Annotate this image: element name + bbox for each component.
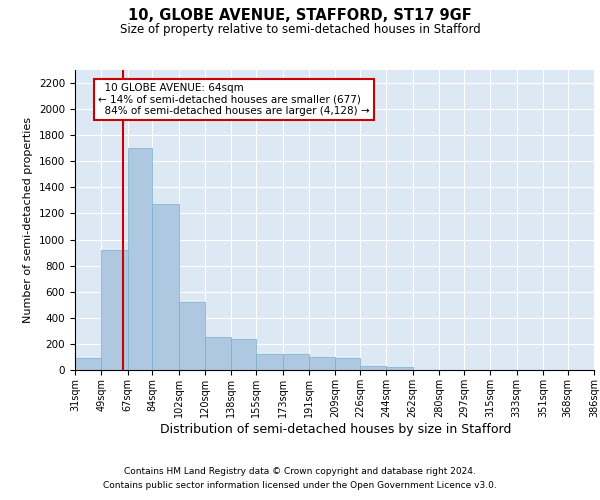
Bar — [232, 338, 256, 370]
Bar — [179, 302, 205, 370]
Bar — [152, 204, 179, 370]
Bar — [335, 358, 360, 370]
Bar — [101, 250, 128, 370]
Bar — [205, 338, 232, 370]
Bar — [283, 354, 309, 370]
Text: 10 GLOBE AVENUE: 64sqm
← 14% of semi-detached houses are smaller (677)
  84% of : 10 GLOBE AVENUE: 64sqm ← 14% of semi-det… — [98, 83, 370, 116]
Bar — [386, 366, 413, 370]
Bar — [128, 148, 152, 370]
Bar — [75, 358, 101, 370]
Bar — [309, 357, 335, 370]
Text: Size of property relative to semi-detached houses in Stafford: Size of property relative to semi-detach… — [119, 22, 481, 36]
Bar — [256, 354, 283, 370]
Text: 10, GLOBE AVENUE, STAFFORD, ST17 9GF: 10, GLOBE AVENUE, STAFFORD, ST17 9GF — [128, 8, 472, 22]
Bar — [360, 366, 386, 370]
Text: Contains public sector information licensed under the Open Government Licence v3: Contains public sector information licen… — [103, 481, 497, 490]
Text: Contains HM Land Registry data © Crown copyright and database right 2024.: Contains HM Land Registry data © Crown c… — [124, 467, 476, 476]
Text: Distribution of semi-detached houses by size in Stafford: Distribution of semi-detached houses by … — [160, 422, 512, 436]
Y-axis label: Number of semi-detached properties: Number of semi-detached properties — [23, 117, 34, 323]
